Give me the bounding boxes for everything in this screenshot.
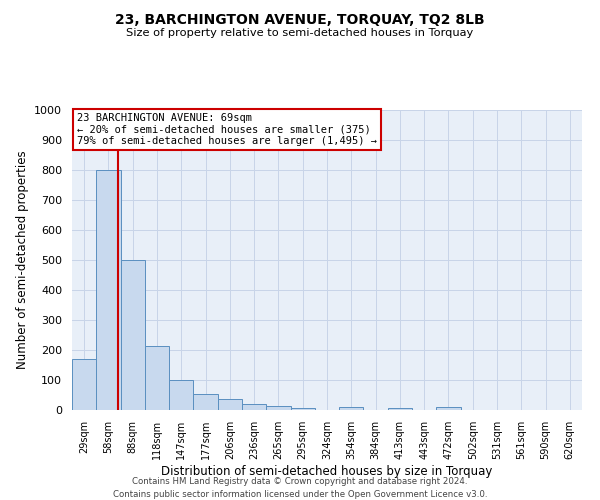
Bar (436, 407, 461, 410)
Bar (242, 404, 266, 410)
Text: 23 BARCHINGTON AVENUE: 69sqm
← 20% of semi-detached houses are smaller (375)
79%: 23 BARCHINGTON AVENUE: 69sqm ← 20% of se… (77, 113, 377, 146)
Bar (145, 346, 169, 410)
Text: 23, BARCHINGTON AVENUE, TORQUAY, TQ2 8LB: 23, BARCHINGTON AVENUE, TORQUAY, TQ2 8LB (115, 12, 485, 26)
Bar (339, 407, 364, 410)
Text: Contains HM Land Registry data © Crown copyright and database right 2024.: Contains HM Land Registry data © Crown c… (132, 478, 468, 486)
Text: Contains public sector information licensed under the Open Government Licence v3: Contains public sector information licen… (113, 490, 487, 499)
Bar (121, 260, 145, 410)
Bar (266, 406, 290, 410)
Bar (290, 408, 315, 410)
Bar (96, 170, 121, 410)
Bar (218, 398, 242, 410)
Text: Size of property relative to semi-detached houses in Torquay: Size of property relative to semi-detach… (127, 28, 473, 38)
Bar (72, 359, 96, 410)
Bar (193, 394, 218, 410)
Bar (169, 380, 193, 410)
Bar (388, 408, 412, 410)
Y-axis label: Number of semi-detached properties: Number of semi-detached properties (16, 150, 29, 370)
X-axis label: Distribution of semi-detached houses by size in Torquay: Distribution of semi-detached houses by … (161, 464, 493, 477)
